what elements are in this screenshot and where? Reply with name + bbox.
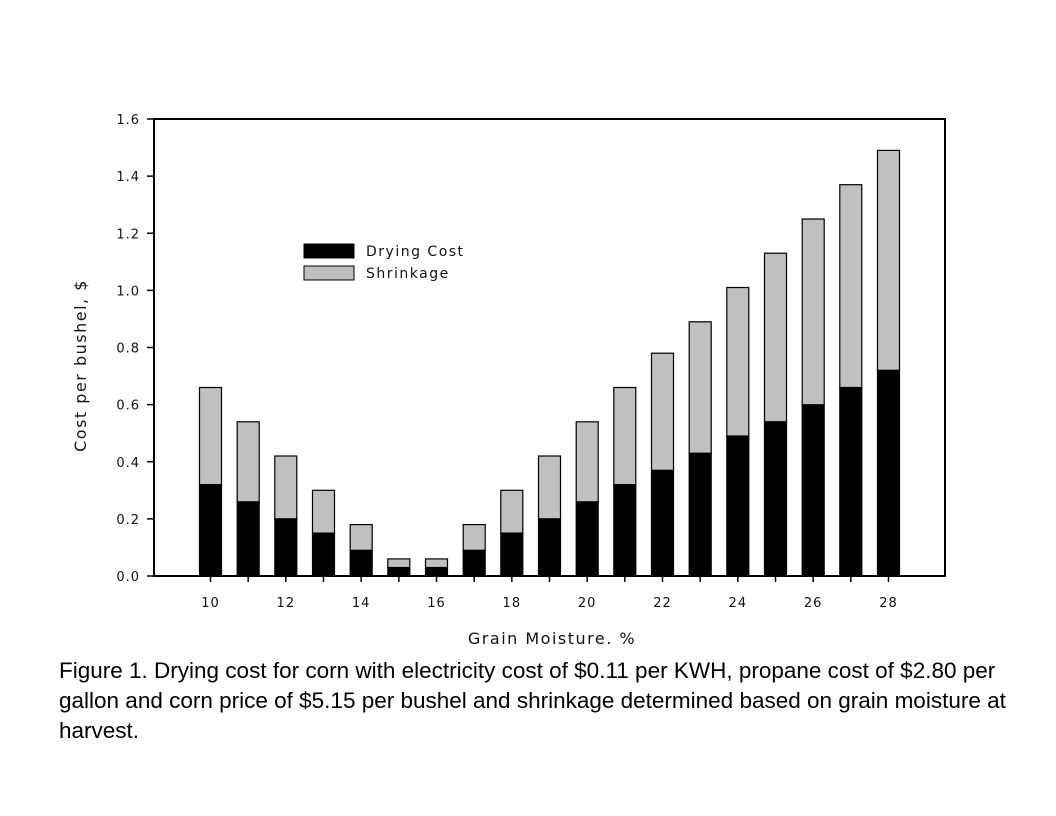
x-tick-label: 26 (804, 596, 823, 611)
bar-shrinkage-13 (311, 489, 336, 534)
bar-drying-cost-13 (311, 532, 336, 577)
bar-shrinkage-28 (876, 149, 901, 371)
bar-shrinkage-20 (575, 421, 599, 503)
x-tick-label: 20 (578, 596, 597, 611)
bar-shrinkage-16 (424, 558, 449, 569)
bar-drying-cost-23 (688, 452, 712, 577)
bar-drying-cost-26 (801, 404, 825, 577)
y-tick-label: 0.8 (116, 342, 140, 357)
bar-drying-cost-11 (236, 501, 260, 577)
bar-drying-cost-19 (537, 518, 562, 577)
bar-shrinkage-12 (274, 455, 298, 520)
y-tick-label: 1.4 (116, 170, 140, 185)
bar-shrinkage-19 (537, 455, 562, 520)
y-axis-title: Cost per bushel, $ (71, 279, 90, 452)
bars-layer (198, 149, 901, 577)
bar-shrinkage-15 (387, 558, 411, 569)
bar-shrinkage-14 (349, 523, 373, 551)
bar-shrinkage-27 (839, 184, 863, 389)
stacked-bar-chart: 0.0 0.2 0.4 0.6 0.8 1.0 1.2 1.4 1.6 10 12 14 16 18 20… (71, 113, 946, 648)
bar-drying-cost-18 (500, 532, 524, 577)
y-tick-label: 0.4 (116, 456, 140, 471)
legend-label-drying-cost: Drying Cost (366, 244, 465, 260)
y-tick-label: 0.2 (116, 513, 140, 528)
y-tick-label: 1.6 (116, 113, 140, 128)
bar-drying-cost-28 (876, 369, 901, 577)
bar-shrinkage-23 (688, 321, 712, 454)
bar-shrinkage-25 (763, 252, 788, 423)
legend-swatch-shrinkage (303, 265, 355, 281)
x-tick-label: 22 (653, 596, 672, 611)
y-tick-label: 0.6 (116, 399, 140, 414)
bar-drying-cost-17 (462, 549, 486, 577)
bar-drying-cost-20 (575, 501, 599, 577)
bar-drying-cost-10 (198, 484, 223, 577)
bar-shrinkage-21 (613, 386, 637, 486)
legend: Drying Cost Shrinkage (303, 243, 465, 282)
bar-drying-cost-12 (274, 518, 298, 577)
bar-shrinkage-18 (500, 489, 524, 534)
bar-shrinkage-10 (198, 386, 223, 486)
y-axis: 0.0 0.2 0.4 0.6 0.8 1.0 1.2 1.4 1.6 (116, 113, 154, 585)
y-tick-label: 0.0 (116, 570, 140, 585)
bar-drying-cost-27 (839, 386, 863, 577)
bar-drying-cost-22 (650, 469, 675, 577)
x-tick-label: 24 (729, 596, 748, 611)
bar-drying-cost-24 (726, 435, 750, 577)
bar-shrinkage-26 (801, 218, 825, 406)
bar-shrinkage-22 (650, 352, 675, 471)
bar-shrinkage-17 (462, 523, 486, 551)
x-tick-label: 10 (201, 596, 220, 611)
x-tick-label: 16 (427, 596, 446, 611)
figure-caption: Figure 1. Drying cost for corn with elec… (59, 658, 1006, 743)
y-tick-label: 1.2 (116, 227, 140, 242)
bar-shrinkage-11 (236, 421, 260, 503)
legend-swatch-drying-cost (303, 243, 355, 259)
bar-drying-cost-16 (424, 566, 449, 577)
bar-drying-cost-15 (387, 566, 411, 577)
legend-label-shrinkage: Shrinkage (366, 266, 450, 282)
x-tick-label: 14 (352, 596, 371, 611)
x-tick-label: 12 (277, 596, 296, 611)
x-tick-label: 18 (503, 596, 522, 611)
x-axis-title: Grain Moisture. % (468, 629, 636, 648)
y-tick-label: 1.0 (116, 284, 140, 299)
bar-shrinkage-24 (726, 286, 750, 437)
x-tick-label: 28 (879, 596, 898, 611)
x-axis: 10 12 14 16 18 20 22 24 26 28 (201, 576, 898, 611)
bar-drying-cost-21 (613, 484, 637, 577)
bar-drying-cost-25 (763, 421, 788, 577)
bar-drying-cost-14 (349, 549, 373, 577)
